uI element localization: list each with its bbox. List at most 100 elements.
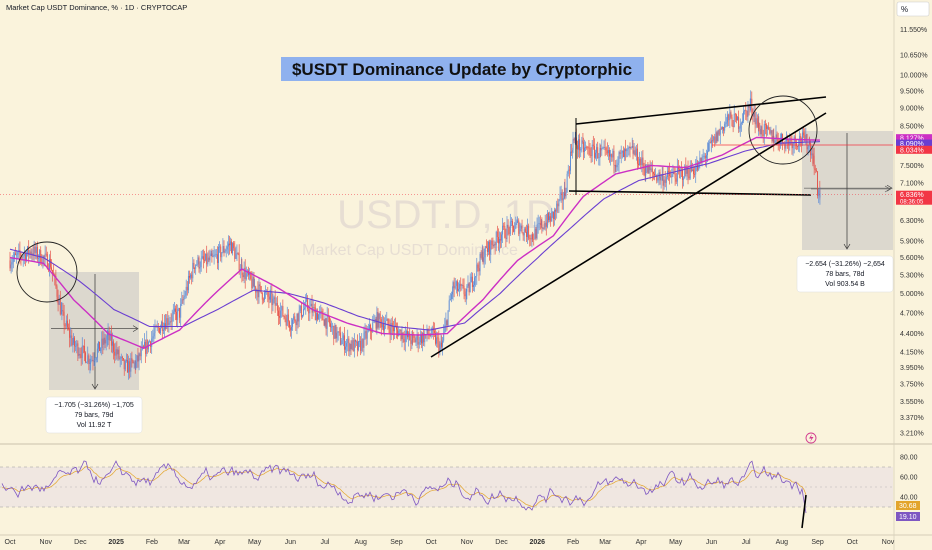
candle-body (584, 147, 585, 152)
candle-body (514, 228, 516, 232)
candle-body (274, 297, 276, 306)
candle-body (516, 221, 518, 224)
candle-body (204, 259, 205, 261)
candle-body (293, 316, 295, 320)
candle-body (58, 299, 60, 305)
candle-body (315, 313, 317, 321)
candle-body (756, 118, 758, 127)
candle-body (186, 286, 188, 291)
candle-body (106, 335, 108, 340)
candle-body (216, 254, 218, 263)
candle-body (732, 125, 734, 128)
candle-body (160, 327, 161, 334)
candle-body (600, 148, 602, 151)
candle-body (336, 332, 338, 339)
candle-body (454, 285, 456, 289)
candle-body (715, 132, 717, 144)
candle-body (360, 340, 362, 351)
candle-body (249, 272, 251, 276)
candle-body (36, 246, 38, 259)
candle-body (391, 322, 393, 328)
candle-body (135, 361, 137, 368)
candle-body (587, 147, 589, 149)
candle-body (618, 152, 620, 163)
candle-body (34, 246, 36, 253)
candle-body (257, 289, 259, 298)
candle-body (179, 308, 181, 318)
candle-body (79, 354, 81, 355)
candle-body (437, 337, 439, 339)
rsi-line (1, 460, 807, 514)
candle-body (16, 254, 18, 256)
candle-body (477, 264, 479, 269)
candle-body (807, 147, 809, 150)
candle-body (704, 155, 706, 159)
candle-body (364, 331, 366, 333)
candle-body (651, 168, 653, 172)
candle-body (211, 253, 213, 257)
candle-body (183, 296, 185, 301)
candle-body (452, 291, 453, 295)
candle-body (110, 333, 112, 346)
candle-body (626, 149, 628, 152)
candle-body (659, 172, 661, 181)
candle-body (208, 257, 210, 261)
candle-body (469, 282, 471, 293)
candle-body (595, 152, 596, 158)
candle-body (734, 113, 736, 115)
candle-body (814, 168, 816, 170)
candle-body (222, 246, 224, 253)
candle-body (128, 361, 130, 373)
candle-body (629, 146, 631, 149)
candle-body (536, 224, 538, 239)
candle-body (234, 248, 236, 259)
candle-body (227, 243, 229, 247)
candle-body (551, 212, 553, 222)
candle-body (45, 253, 47, 255)
candle-body (320, 310, 322, 312)
candle-body (103, 337, 105, 345)
candle-body (114, 351, 116, 356)
target-arrowhead (884, 185, 891, 193)
candle-body (74, 337, 76, 347)
candle-body (554, 209, 555, 219)
candle-body (444, 325, 446, 333)
candle-body (201, 256, 203, 259)
candle-body (279, 316, 280, 318)
candle-body (544, 222, 546, 229)
candle-body (324, 318, 326, 326)
candle-body (677, 167, 679, 170)
candle-body (99, 341, 101, 352)
candle-body (505, 237, 507, 239)
candle-body (255, 286, 257, 293)
candle-body (295, 321, 297, 326)
rsi-badge-label: 19.10 (899, 514, 917, 521)
candle-body (109, 333, 111, 341)
candle-body (13, 253, 15, 259)
candle-body (817, 188, 819, 196)
time-axis-label: Oct (426, 539, 437, 546)
candle-body (652, 171, 654, 174)
candle-body (124, 361, 126, 370)
time-axis-label: Feb (567, 539, 579, 546)
candle-body (15, 253, 16, 255)
candle-body (28, 246, 30, 255)
candle-body (309, 306, 311, 314)
candle-body (710, 141, 712, 143)
candle-body (812, 153, 814, 164)
candle-body (68, 327, 69, 329)
candle-body (409, 332, 411, 341)
candle-body (616, 164, 618, 168)
candle-body (723, 127, 725, 131)
candle-body (630, 147, 632, 149)
candle-body (674, 174, 676, 179)
candle-body (285, 318, 287, 326)
candle-body (468, 283, 470, 293)
time-axis-label: Jul (742, 539, 751, 546)
candle-body (670, 176, 672, 178)
time-axis-label: Mar (599, 539, 612, 546)
candle-body (648, 166, 650, 174)
candle-body (449, 299, 451, 301)
